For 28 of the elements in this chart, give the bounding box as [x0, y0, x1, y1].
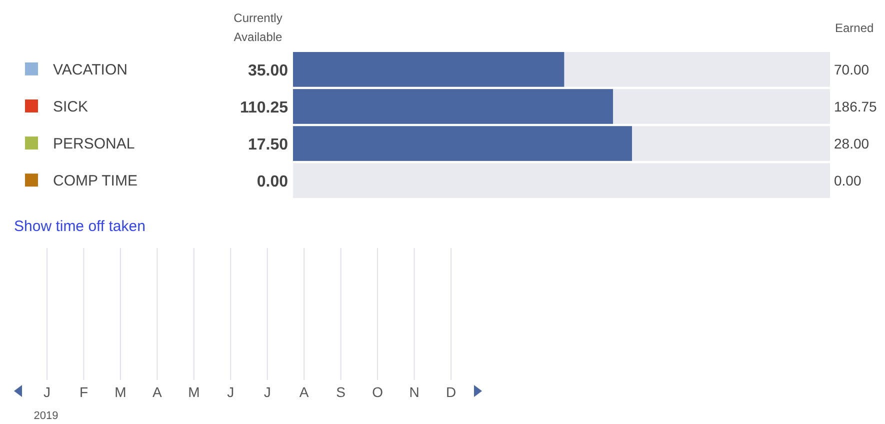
category-label: J	[264, 384, 271, 400]
y-tick-label: COMP TIME	[53, 172, 138, 190]
text: Show time off taken	[14, 218, 146, 235]
text: 2019	[34, 410, 58, 422]
y-tick-label: SICK	[53, 98, 88, 116]
y-tick-label: VACATION	[53, 61, 128, 78]
category-label: F	[79, 384, 88, 400]
text: Currently Available	[234, 11, 283, 44]
text: 186.75	[834, 98, 878, 114]
category-label: S	[336, 384, 346, 400]
category-label: J	[44, 384, 50, 400]
text: 0.00	[256, 174, 288, 191]
text: 110.25	[240, 99, 288, 116]
text: Earned	[835, 21, 874, 35]
category-label: N	[409, 384, 420, 400]
category-label: M	[188, 384, 200, 400]
text: 28.00	[834, 136, 870, 152]
category-label: J	[227, 384, 234, 400]
y-tick-label: PERSONAL	[53, 136, 135, 153]
category-label: A	[299, 384, 310, 400]
text: 70.00	[834, 61, 870, 78]
text: 0.00	[834, 172, 862, 189]
category-label: D	[446, 384, 456, 400]
category-label: A	[152, 384, 163, 400]
text: 35.00	[248, 62, 288, 80]
category-label: O	[372, 384, 384, 400]
text: 17.50	[248, 136, 288, 154]
category-label: M	[114, 384, 126, 400]
